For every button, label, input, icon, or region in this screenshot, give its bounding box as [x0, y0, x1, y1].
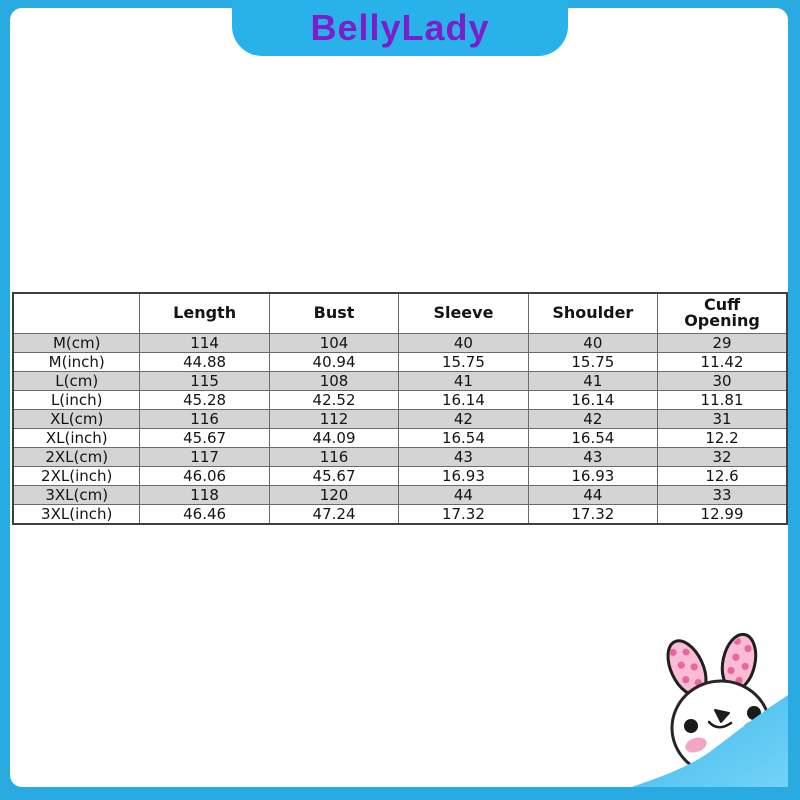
cell-sleeve: 16.93	[398, 466, 529, 486]
table-row-3xl-cm: 3XL(cm) 118 120 44 44 33	[12, 485, 788, 505]
blue-wave-shape	[632, 695, 788, 787]
table-row-3xl-inch: 3XL(inch) 46.46 47.24 17.32 17.32 12.99	[12, 504, 788, 525]
cell-bust: 116	[268, 447, 400, 467]
cell-sleeve: 17.32	[398, 504, 529, 525]
row-label: XL(inch)	[12, 428, 141, 448]
cell-shoulder: 17.32	[527, 504, 659, 525]
cell-length: 46.46	[139, 504, 270, 525]
bunny-left-eye-icon	[684, 719, 698, 733]
row-label: 2XL(cm)	[12, 447, 141, 467]
size-chart-header: Length Bust Sleeve Shoulder Cuff Opening	[12, 292, 788, 334]
cell-shoulder: 41	[527, 371, 659, 391]
cell-bust: 42.52	[268, 390, 400, 410]
cell-bust: 45.67	[268, 466, 400, 486]
cell-shoulder: 16.14	[527, 390, 659, 410]
brand-name: BellyLady	[310, 7, 490, 48]
cell-cuff: 11.81	[657, 390, 788, 410]
cell-bust: 112	[268, 409, 400, 429]
cell-length: 46.06	[139, 466, 270, 486]
header-cell-sleeve: Sleeve	[398, 292, 529, 334]
row-label: 3XL(inch)	[12, 504, 141, 525]
cell-bust: 120	[268, 485, 400, 505]
cell-length: 118	[139, 485, 270, 505]
table-row-l-cm: L(cm) 115 108 41 41 30	[12, 371, 788, 391]
cell-shoulder: 16.93	[527, 466, 659, 486]
bunny-nose-icon	[714, 709, 730, 723]
cell-length: 116	[139, 409, 270, 429]
row-label: 2XL(inch)	[12, 466, 141, 486]
cell-shoulder: 16.54	[527, 428, 659, 448]
size-chart-table: Length Bust Sleeve Shoulder Cuff Opening…	[12, 292, 788, 525]
cell-length: 45.28	[139, 390, 270, 410]
cell-cuff: 11.42	[657, 352, 788, 372]
cell-shoulder: 42	[527, 409, 659, 429]
cell-shoulder: 40	[527, 333, 659, 353]
cell-bust: 104	[268, 333, 400, 353]
header-cell-length: Length	[139, 292, 270, 334]
cell-cuff: 31	[657, 409, 788, 429]
row-label: XL(cm)	[12, 409, 141, 429]
row-label: L(cm)	[12, 371, 141, 391]
cell-sleeve: 42	[398, 409, 529, 429]
cell-cuff: 30	[657, 371, 788, 391]
cell-sleeve: 40	[398, 333, 529, 353]
cell-bust: 44.09	[268, 428, 400, 448]
size-chart-body: M(cm) 114 104 40 40 29 M(inch) 44.88 40.…	[12, 333, 788, 525]
header-cell-size	[12, 292, 141, 334]
table-row-xl-cm: XL(cm) 116 112 42 42 31	[12, 409, 788, 429]
cell-cuff: 33	[657, 485, 788, 505]
bunny-right-ear-icon	[720, 632, 758, 692]
header-cell-bust: Bust	[268, 292, 400, 334]
cell-sleeve: 41	[398, 371, 529, 391]
table-row-xl-inch: XL(inch) 45.67 44.09 16.54 16.54 12.2	[12, 428, 788, 448]
cell-shoulder: 44	[527, 485, 659, 505]
row-label: M(inch)	[12, 352, 141, 372]
cell-cuff: 12.2	[657, 428, 788, 448]
cell-shoulder: 43	[527, 447, 659, 467]
bunny-mouth-icon	[707, 720, 733, 729]
cell-length: 117	[139, 447, 270, 467]
bunny-left-ear-icon	[666, 639, 708, 697]
cell-sleeve: 16.54	[398, 428, 529, 448]
cell-sleeve: 15.75	[398, 352, 529, 372]
table-row-m-cm: M(cm) 114 104 40 40 29	[12, 333, 788, 353]
cell-length: 45.67	[139, 428, 270, 448]
bunny-left-cheek-icon	[685, 737, 707, 753]
cell-cuff: 12.6	[657, 466, 788, 486]
brand-header-tab: BellyLady	[232, 0, 568, 56]
cuff-opening-label: Cuff Opening	[684, 295, 760, 330]
header-row: Length Bust Sleeve Shoulder Cuff Opening	[12, 292, 788, 334]
bunny-mascot-illustration	[632, 632, 788, 787]
table-row-2xl-cm: 2XL(cm) 117 116 43 43 32	[12, 447, 788, 467]
cell-cuff: 29	[657, 333, 788, 353]
cell-shoulder: 15.75	[527, 352, 659, 372]
cell-cuff: 32	[657, 447, 788, 467]
cell-sleeve: 44	[398, 485, 529, 505]
table-row-m-inch: M(inch) 44.88 40.94 15.75 15.75 11.42	[12, 352, 788, 372]
cell-cuff: 12.99	[657, 504, 788, 525]
row-label: 3XL(cm)	[12, 485, 141, 505]
cell-bust: 40.94	[268, 352, 400, 372]
header-cell-shoulder: Shoulder	[527, 292, 659, 334]
row-label: L(inch)	[12, 390, 141, 410]
table-row-l-inch: L(inch) 45.28 42.52 16.14 16.14 11.81	[12, 390, 788, 410]
cell-sleeve: 16.14	[398, 390, 529, 410]
cell-bust: 108	[268, 371, 400, 391]
table-row-2xl-inch: 2XL(inch) 46.06 45.67 16.93 16.93 12.6	[12, 466, 788, 486]
cell-sleeve: 43	[398, 447, 529, 467]
cell-bust: 47.24	[268, 504, 400, 525]
cell-length: 115	[139, 371, 270, 391]
cell-length: 44.88	[139, 352, 270, 372]
cell-length: 114	[139, 333, 270, 353]
header-cell-cuff-opening: Cuff Opening	[657, 292, 788, 334]
row-label: M(cm)	[12, 333, 141, 353]
